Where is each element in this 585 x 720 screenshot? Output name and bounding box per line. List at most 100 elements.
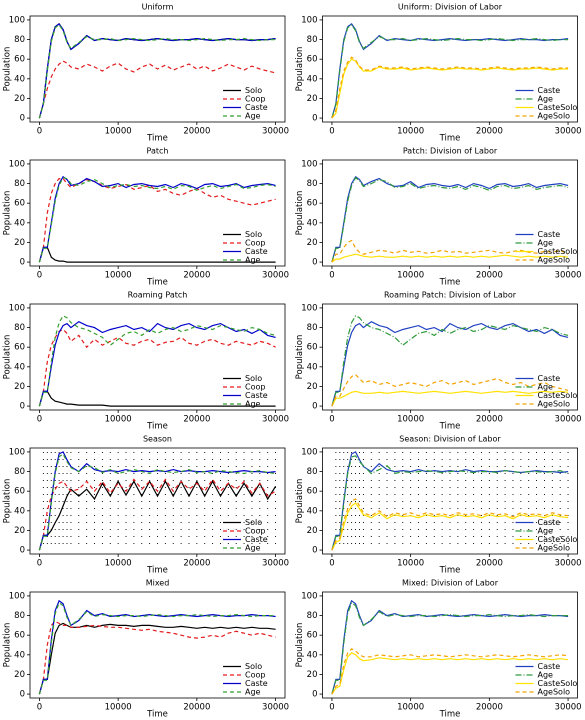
legend-label: Age — [538, 239, 554, 248]
x-tick-label: 20000 — [476, 415, 503, 425]
y-axis-label: Population — [3, 335, 13, 380]
x-tick-label: 0 — [37, 415, 42, 425]
y-axis-label: Population — [3, 623, 13, 668]
x-axis-label: Time — [146, 710, 168, 720]
legend-label: Solo — [245, 518, 262, 527]
y-tick-label: 80 — [307, 179, 318, 189]
y-tick-label: 100 — [301, 159, 317, 169]
legend-label: CasteSolo — [538, 247, 578, 256]
legend-label: AgeSolo — [538, 688, 571, 697]
y-axis-label: Population — [3, 191, 13, 236]
x-tick-label: 30000 — [555, 559, 582, 569]
series-line — [331, 599, 569, 695]
series-line — [331, 502, 569, 551]
x-axis-label: Time — [439, 422, 461, 432]
x-tick-label: 20000 — [183, 559, 210, 569]
chart-title: Mixed — [146, 579, 170, 588]
y-tick-label: 100 — [9, 159, 25, 169]
y-tick-label: 80 — [14, 179, 25, 189]
y-axis-label: Population — [295, 479, 305, 524]
x-tick-label: 0 — [37, 559, 42, 569]
legend-label: Caste — [538, 662, 561, 671]
y-axis-label: Population — [3, 479, 13, 524]
y-tick-label: 100 — [301, 591, 317, 601]
plot-frame — [322, 15, 578, 123]
legend-label: CasteSolo — [538, 679, 578, 688]
y-tick-label: 80 — [14, 467, 25, 477]
plot-frame — [29, 159, 286, 267]
y-tick-label: 40 — [14, 218, 25, 228]
plot-frame — [29, 15, 286, 123]
y-tick-label: 80 — [307, 35, 318, 45]
legend-label: Caste — [538, 518, 561, 527]
y-tick-label: 0 — [20, 258, 25, 268]
x-tick-label: 30000 — [555, 127, 582, 137]
x-axis-label: Time — [439, 278, 461, 288]
y-tick-label: 80 — [14, 323, 25, 333]
x-tick-label: 20000 — [476, 271, 503, 281]
plot-frame — [29, 303, 286, 411]
series-line — [331, 652, 569, 695]
y-axis-label: Population — [295, 335, 305, 380]
series-line — [38, 60, 276, 119]
x-tick-label: 20000 — [183, 703, 210, 713]
x-tick-label: 30000 — [555, 271, 582, 281]
y-tick-label: 40 — [307, 362, 318, 372]
legend-label: Age — [538, 383, 554, 392]
chart-title: Roaming Patch — [128, 291, 188, 300]
legend-label: CasteSolo — [538, 103, 578, 112]
series-line — [38, 452, 276, 551]
x-tick-label: 0 — [37, 703, 42, 713]
legend-label: Caste — [245, 679, 268, 688]
y-tick-label: 60 — [307, 343, 318, 353]
x-axis-label: Time — [439, 134, 461, 144]
series-line — [331, 390, 569, 407]
y-tick-label: 0 — [20, 690, 25, 700]
y-axis-label: Population — [295, 191, 305, 236]
series-line — [38, 320, 276, 407]
x-axis-label: Time — [439, 566, 461, 576]
y-tick-label: 80 — [14, 611, 25, 621]
series-line — [331, 315, 569, 407]
x-tick-label: 30000 — [262, 415, 289, 425]
legend-label: Caste — [538, 374, 561, 383]
legend-label: Solo — [245, 374, 262, 383]
y-tick-label: 100 — [301, 15, 317, 25]
x-tick-label: 0 — [329, 559, 334, 569]
y-tick-label: 100 — [9, 591, 25, 601]
x-tick-label: 10000 — [105, 559, 132, 569]
legend-label: Age — [245, 688, 261, 697]
legend-label: Caste — [538, 86, 561, 95]
y-axis-label: Population — [3, 47, 13, 92]
plot-frame — [322, 447, 578, 555]
y-tick-label: 0 — [312, 114, 317, 124]
series-line — [38, 23, 276, 119]
series-line — [331, 320, 569, 407]
x-tick-label: 20000 — [476, 127, 503, 137]
y-tick-label: 0 — [20, 402, 25, 412]
y-tick-label: 80 — [307, 611, 318, 621]
chart-title: Season — [143, 435, 172, 444]
x-tick-label: 0 — [329, 415, 334, 425]
x-axis-label: Time — [146, 134, 168, 144]
series-line — [331, 498, 569, 551]
y-axis-label: Population — [295, 47, 305, 92]
series-line — [38, 328, 276, 407]
x-tick-label: 30000 — [555, 703, 582, 713]
y-axis-label: Population — [295, 623, 305, 668]
plot-frame — [29, 591, 286, 699]
series-line — [331, 451, 569, 551]
legend-label: Age — [245, 256, 261, 265]
x-tick-label: 0 — [329, 271, 334, 281]
y-tick-label: 60 — [307, 631, 318, 641]
y-tick-label: 20 — [14, 526, 25, 536]
legend-label: Caste — [245, 535, 268, 544]
legend-label: Solo — [245, 86, 262, 95]
y-tick-label: 20 — [307, 526, 318, 536]
chart-title: Uniform: Division of Labor — [398, 3, 503, 12]
series-line — [38, 246, 276, 263]
y-tick-label: 40 — [307, 650, 318, 660]
x-tick-label: 20000 — [476, 703, 503, 713]
y-tick-label: 60 — [307, 55, 318, 65]
legend-label: AgeSolo — [538, 544, 571, 553]
